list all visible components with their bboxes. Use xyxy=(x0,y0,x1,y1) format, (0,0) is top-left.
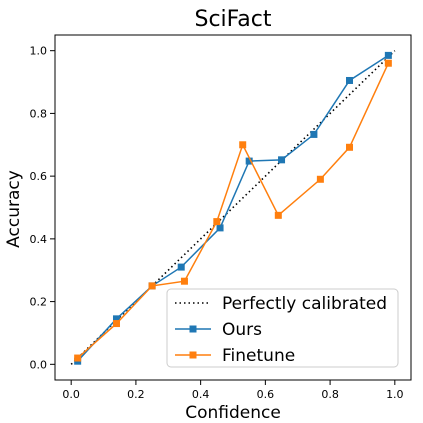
series-line-perfectly-calibrated xyxy=(70,50,396,365)
legend-box xyxy=(166,288,399,368)
y-tick-label: 0.4 xyxy=(30,233,48,246)
series-line-ours xyxy=(77,54,389,362)
data-point-finetune xyxy=(112,320,120,328)
series-line-finetune xyxy=(77,62,390,359)
data-point-ours xyxy=(245,157,253,165)
x-tick-label: 0.2 xyxy=(127,388,145,401)
data-point-ours xyxy=(216,224,224,232)
x-axis-label: Confidence xyxy=(185,403,281,423)
legend-marker-ours xyxy=(189,325,197,333)
data-point-finetune xyxy=(274,211,282,219)
x-tick-label: 0.8 xyxy=(321,388,339,401)
legend: Perfectly calibrated Ours Finetune xyxy=(166,288,399,368)
data-point-ours xyxy=(112,315,120,323)
x-tick-label: 0.0 xyxy=(62,388,80,401)
legend-label-finetune: Finetune xyxy=(222,346,295,366)
data-point-ours xyxy=(278,156,286,164)
plot-frame xyxy=(54,34,412,381)
data-point-finetune xyxy=(384,59,392,67)
data-point-finetune xyxy=(316,175,324,183)
legend-label-ours: Ours xyxy=(222,320,262,340)
legend-marker-finetune xyxy=(189,351,197,359)
data-point-ours xyxy=(384,51,392,59)
y-tick-label: 0.8 xyxy=(30,107,48,120)
x-tick-label: 1.0 xyxy=(386,388,404,401)
chart-title: SciFact xyxy=(194,7,271,32)
data-point-finetune xyxy=(346,143,354,151)
data-point-finetune xyxy=(180,277,188,285)
data-point-ours xyxy=(177,263,185,271)
data-point-finetune xyxy=(148,282,156,290)
y-tick-label: 0.0 xyxy=(30,358,48,371)
plot-area: 0.0 0.2 0.4 0.6 0.8 1.0 0.0 0.2 0.4 0.6 0.8 1.0 xyxy=(30,34,412,401)
data-point-ours xyxy=(310,130,318,138)
y-tick-label: 1.0 xyxy=(30,45,48,58)
data-point-ours xyxy=(346,76,354,84)
x-tick-label: 0.6 xyxy=(257,388,275,401)
data-point-finetune xyxy=(213,218,221,226)
y-tick-label: 0.6 xyxy=(30,170,48,183)
y-axis-label: Accuracy xyxy=(4,170,24,248)
legend-label-perfectly-calibrated: Perfectly calibrated xyxy=(222,294,387,314)
y-tick-label: 0.2 xyxy=(30,296,48,309)
x-tick-label: 0.4 xyxy=(192,388,210,401)
data-point-finetune xyxy=(239,141,247,149)
data-point-finetune xyxy=(74,354,82,362)
